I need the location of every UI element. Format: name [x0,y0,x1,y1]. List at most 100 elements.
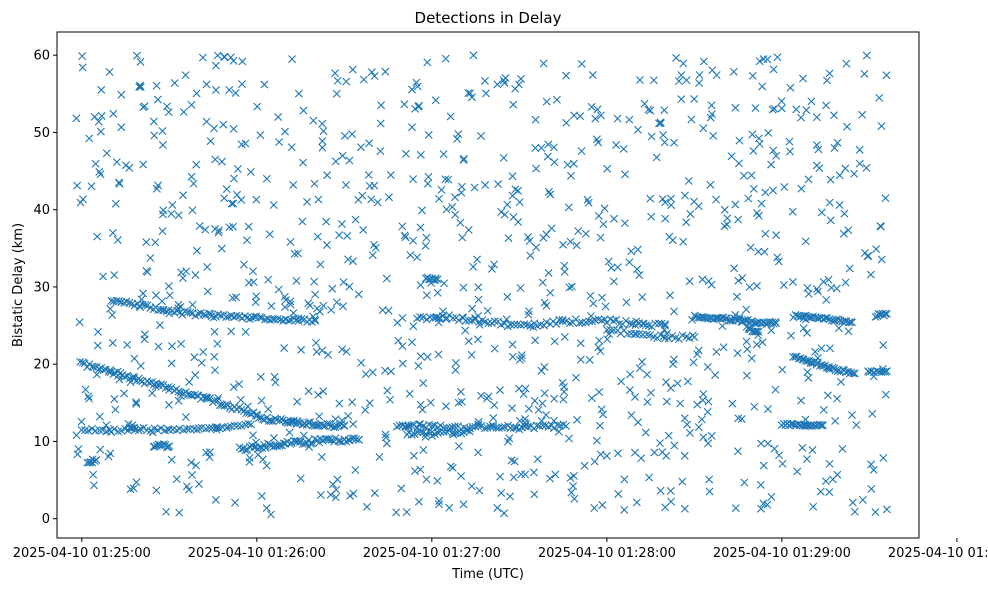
detection-point [340,421,349,430]
detection-point [552,95,561,104]
detection-point [110,425,119,434]
detection-point [620,475,629,484]
detection-point [508,340,517,349]
detection-point [749,146,758,155]
detection-point [414,102,423,111]
detection-point [631,392,640,401]
detection-point [882,71,891,80]
detection-point [667,497,676,506]
detection-point [745,283,754,292]
detection-point [381,67,390,76]
detection-point [338,345,347,354]
detection-point [791,310,800,319]
detection-point [331,493,340,502]
detection-point [331,415,340,424]
detection-point [769,146,778,155]
detection-point [405,389,414,398]
detection-point [177,268,186,277]
detection-point [431,96,440,105]
detection-point [459,500,468,509]
detection-point [674,77,683,86]
detection-point [506,492,515,501]
detection-point [227,199,236,208]
detection-point [706,180,715,189]
detection-point [814,145,823,154]
detection-point [162,102,171,111]
detection-point [505,434,514,443]
detection-point [126,485,135,494]
detection-point [625,319,634,328]
detection-point [543,152,552,161]
detection-point [357,358,366,367]
detection-point [706,113,715,122]
detection-point [433,275,442,284]
detection-point [558,317,567,326]
detection-point [538,278,547,287]
detection-point [514,186,522,195]
x-tick-label: 2025-04-10 01:25:00 [13,546,151,561]
detection-point [734,159,743,168]
detection-point [565,283,574,292]
detection-point [818,421,827,430]
detection-point [509,423,518,432]
detection-point [193,246,202,255]
detection-point [808,446,817,455]
detection-point [633,245,642,254]
detection-point [571,373,580,382]
detection-point [338,302,347,311]
detection-point [245,315,254,324]
detection-point [149,442,158,451]
detection-point [503,200,512,209]
detection-point [490,317,499,326]
detection-point [804,289,813,298]
detection-point [620,505,629,514]
detection-point [626,370,635,379]
detection-point [707,431,716,440]
detection-point [253,102,262,111]
detection-point [274,285,283,294]
detection-point [162,443,171,452]
detection-point [340,131,349,140]
detection-point [822,295,831,304]
detection-point [348,398,357,407]
detection-point [113,367,122,376]
detection-point [645,473,654,482]
detection-point [770,444,779,453]
detection-point [229,222,238,231]
detection-point [524,307,533,316]
detection-point [812,141,821,150]
scatter-points [72,51,891,519]
detection-point [705,487,714,496]
detection-point [96,170,105,179]
detection-point [521,414,530,423]
detection-point [647,212,656,221]
detection-point [808,312,817,321]
detection-point [635,364,644,373]
detection-point [410,467,419,476]
detection-point [699,313,708,322]
detection-point [311,316,320,325]
detection-point [658,194,667,203]
detection-point [158,297,167,306]
detection-point [450,422,459,431]
detection-point [596,233,605,242]
detection-point [373,198,382,207]
detection-point [229,383,238,392]
detection-point [879,454,888,462]
detection-point [152,81,161,90]
detection-point [821,477,830,486]
detection-point [632,498,641,507]
detection-point [830,143,839,152]
detection-point [319,301,328,310]
detection-point [712,347,721,356]
detection-point [862,163,871,172]
detection-point [241,327,250,336]
detection-point [694,346,703,355]
detection-point [707,101,716,110]
detection-point [386,171,395,180]
detection-point [521,384,530,393]
detection-point [598,500,607,509]
detection-point [683,420,692,429]
detection-point [281,296,290,305]
detection-point [202,117,211,126]
